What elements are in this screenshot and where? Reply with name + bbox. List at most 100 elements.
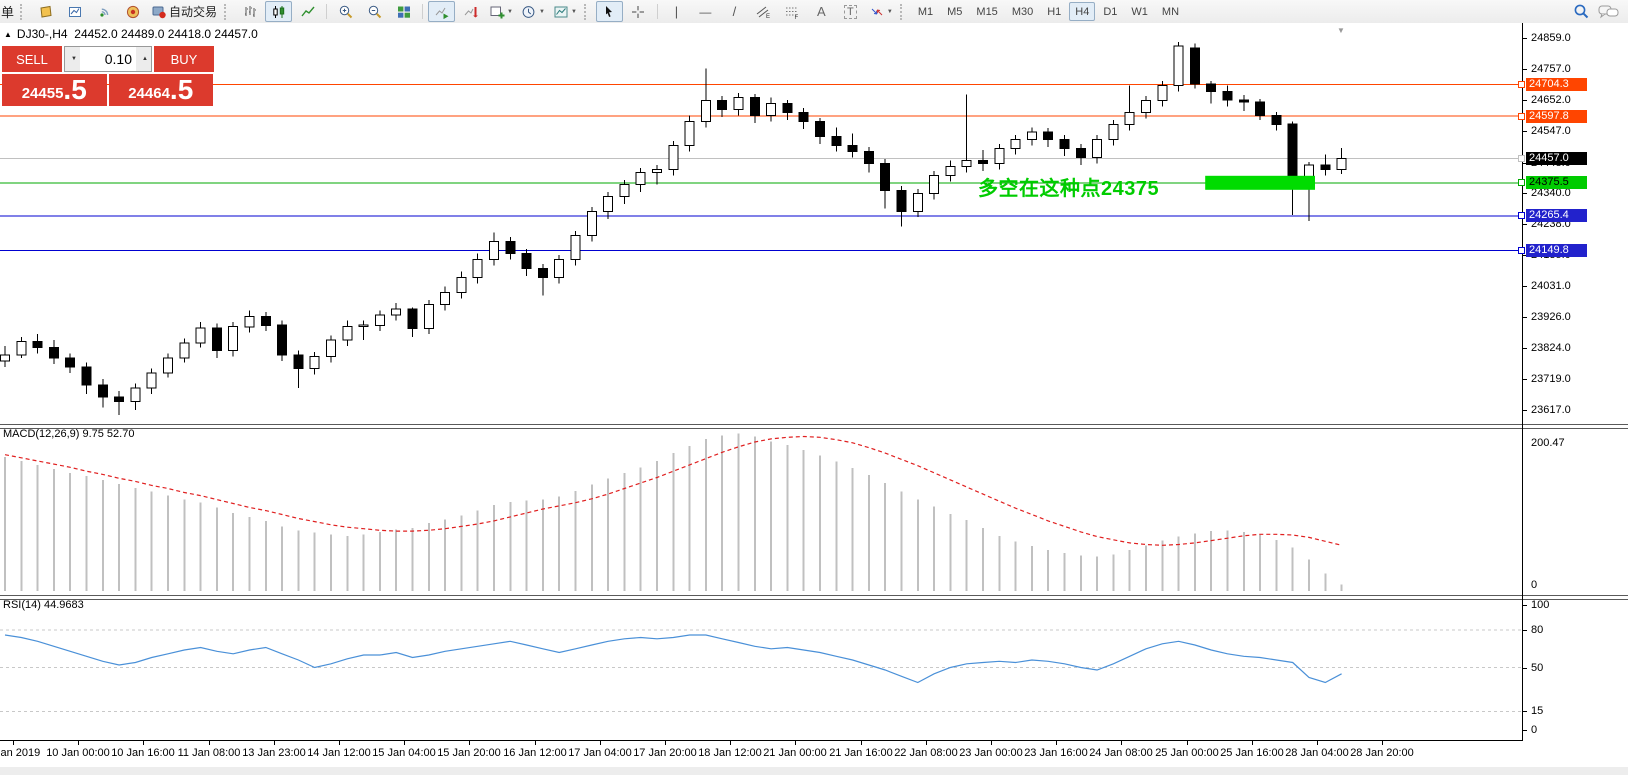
chart-shift-button[interactable] xyxy=(457,1,484,22)
price-tick-label: 23719.0 xyxy=(1531,373,1571,385)
bar-chart-mode-button[interactable] xyxy=(236,1,263,22)
arrows-tool-button[interactable]: ▼ xyxy=(866,1,896,22)
auto-scroll-button[interactable] xyxy=(428,1,456,22)
toolbar-drag-handle xyxy=(224,3,230,20)
trendline-tool-button[interactable]: / xyxy=(721,1,748,22)
new-order-button[interactable] xyxy=(32,1,59,22)
chat-icon[interactable] xyxy=(1598,4,1620,20)
text-tool-button[interactable]: A xyxy=(808,1,835,22)
time-tick-label: 21 Jan 00:00 xyxy=(763,747,827,759)
horizontal-line-icon: — xyxy=(699,4,712,19)
bar-chart-icon xyxy=(244,5,256,17)
rsi-indicator-label: RSI(14) 44.9683 xyxy=(3,599,84,611)
line-chart-mode-button[interactable] xyxy=(294,1,321,22)
time-tick-mark xyxy=(143,741,144,745)
time-tick-mark xyxy=(1121,741,1122,745)
timeframe-button-H4[interactable]: H4 xyxy=(1069,2,1096,21)
fibonacci-tool-button[interactable]: F xyxy=(779,1,806,22)
timeframe-button-D1[interactable]: D1 xyxy=(1103,5,1118,18)
timeframe-button-MN[interactable]: MN xyxy=(1161,5,1180,18)
time-tick-label: 10 Jan 00:00 xyxy=(46,747,110,759)
price-level-label: 24597.8 xyxy=(1526,110,1587,123)
timeframe-button-M30[interactable]: M30 xyxy=(1011,5,1034,18)
price-tick-mark xyxy=(1523,193,1527,194)
timeframe-button-H1[interactable]: H1 xyxy=(1047,5,1062,18)
level-connector xyxy=(1518,212,1525,219)
chart-window-button[interactable] xyxy=(61,1,88,22)
signals-button[interactable] xyxy=(90,1,117,22)
timeframe-button-M1[interactable]: M1 xyxy=(917,5,934,18)
price-tick-label: 23926.0 xyxy=(1531,311,1571,323)
menu-fragment: 单 xyxy=(1,5,15,20)
price-tick-mark xyxy=(1523,410,1527,411)
buy-price[interactable]: 24464.5 xyxy=(108,74,213,106)
new-order-icon xyxy=(39,5,52,18)
volume-input[interactable] xyxy=(80,47,136,71)
candlestick-mode-button[interactable] xyxy=(265,1,293,22)
pane-separator[interactable] xyxy=(0,595,1628,600)
volume-decrease-button[interactable]: ▼ xyxy=(65,47,80,71)
time-tick-label: 10 Jan 16:00 xyxy=(111,747,175,759)
time-tick-label: 17 Jan 04:00 xyxy=(568,747,632,759)
sell-button[interactable]: SELL xyxy=(2,46,62,72)
level-connector xyxy=(1518,81,1525,88)
chart-area[interactable] xyxy=(0,23,1628,767)
level-connector xyxy=(1518,155,1525,162)
zoom-in-button[interactable] xyxy=(332,1,359,22)
time-tick-mark xyxy=(1056,741,1057,745)
volume-increase-button[interactable]: ▲ xyxy=(136,47,151,71)
level-connector xyxy=(1518,247,1525,254)
price-tick-label: 24652.0 xyxy=(1531,94,1571,106)
cursor-button[interactable] xyxy=(595,1,623,22)
time-tick-label: 9 Jan 2019 xyxy=(0,747,41,759)
templates-button[interactable]: ▼ xyxy=(550,1,580,22)
timeframe-group: M1 M5 M15 M30 H1 H4 D1 W1 MN xyxy=(911,2,1186,21)
price-level-label: 24265.4 xyxy=(1526,209,1587,222)
algo-trading-button[interactable]: 自动交易 xyxy=(148,1,220,22)
pane-separator[interactable] xyxy=(0,424,1628,429)
clock-icon xyxy=(522,5,535,18)
text-label-tool-button[interactable]: T xyxy=(837,1,864,22)
new-chart-icon xyxy=(490,6,505,18)
vertical-line-tool-button[interactable]: | xyxy=(663,1,690,22)
time-tick-label: 21 Jan 16:00 xyxy=(829,747,893,759)
zoom-out-button[interactable] xyxy=(361,1,388,22)
crosshair-button[interactable] xyxy=(625,1,652,22)
price-tick-label: 23617.0 xyxy=(1531,404,1571,416)
time-tick-label: 23 Jan 00:00 xyxy=(959,747,1023,759)
periods-button[interactable]: ▼ xyxy=(518,1,548,22)
tile-windows-button[interactable] xyxy=(390,1,417,22)
timeframe-button-W1[interactable]: W1 xyxy=(1131,5,1148,18)
time-tick-label: 15 Jan 20:00 xyxy=(437,747,501,759)
level-connector xyxy=(1518,113,1525,120)
market-button[interactable] xyxy=(119,1,146,22)
time-tick-label: 11 Jan 08:00 xyxy=(177,747,241,759)
sell-price[interactable]: 24455.5 xyxy=(2,74,107,106)
horizontal-line-tool-button[interactable]: — xyxy=(692,1,719,22)
time-tick-mark xyxy=(926,741,927,745)
channel-tool-button[interactable]: E xyxy=(750,1,777,22)
fibonacci-icon: F xyxy=(786,7,799,20)
buy-button[interactable]: BUY xyxy=(154,46,214,72)
new-chart-button[interactable]: ▼ xyxy=(486,1,516,22)
chart-shift-marker-icon[interactable]: ▼ xyxy=(1337,26,1345,35)
time-tick-mark xyxy=(1317,741,1318,745)
time-tick-label: 13 Jan 23:00 xyxy=(242,747,306,759)
toolbar-separator xyxy=(422,4,424,19)
time-tick-mark xyxy=(209,741,210,745)
tile-windows-icon xyxy=(397,6,410,18)
zoom-in-icon xyxy=(339,5,352,18)
line-chart-icon xyxy=(300,6,315,16)
svg-text:F: F xyxy=(795,15,799,20)
time-tick-label: 23 Jan 16:00 xyxy=(1024,747,1088,759)
rsi-scale-label: 80 xyxy=(1531,624,1544,636)
timeframe-button-M5[interactable]: M5 xyxy=(947,5,963,18)
window-bottom-edge xyxy=(0,767,1628,775)
time-tick-mark xyxy=(1252,741,1253,745)
price-level-label: 24149.8 xyxy=(1526,244,1587,257)
rsi-scale-label: 50 xyxy=(1531,662,1544,674)
timeframe-button-M15[interactable]: M15 xyxy=(976,5,998,18)
search-icon[interactable] xyxy=(1573,3,1590,20)
collapse-panel-icon[interactable]: ▲ xyxy=(4,30,12,39)
